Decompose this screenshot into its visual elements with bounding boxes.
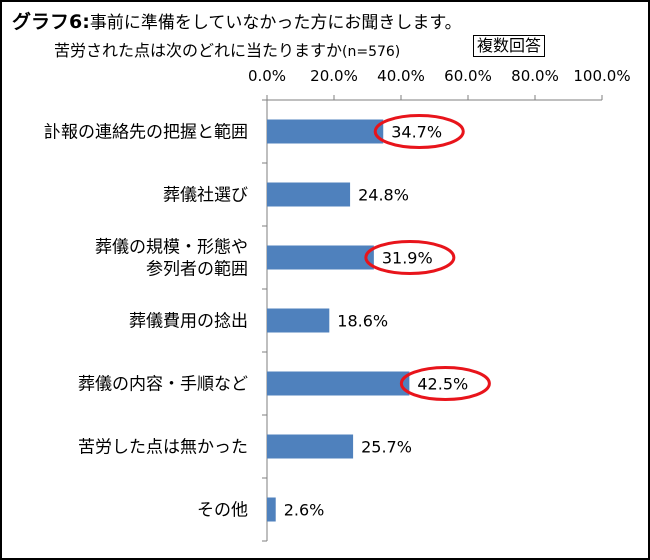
bar: [267, 245, 374, 270]
data-label: 24.8%: [358, 186, 409, 205]
bar: [267, 371, 410, 396]
data-label: 18.6%: [337, 312, 388, 331]
value-tick-label: 20.0%: [310, 67, 358, 85]
category-label: 訃報の連絡先の把握と範囲: [44, 123, 248, 143]
category-label: 葬儀の規模・形態や: [95, 238, 248, 258]
chart-subtitle: 苦労された点は次のどれに当たりますか(n=576): [54, 37, 400, 61]
sample-size-note: (n=576): [342, 44, 401, 60]
highlight-ellipse: [373, 114, 465, 149]
category-label: その他: [197, 501, 248, 521]
data-label: 34.7%: [391, 123, 442, 142]
category-label: 葬儀費用の捻出: [129, 312, 248, 332]
data-label: 2.6%: [284, 501, 325, 520]
bar: [267, 182, 351, 207]
data-label: 42.5%: [417, 375, 468, 394]
data-label: 31.9%: [382, 249, 433, 268]
bar: [267, 497, 276, 522]
category-label: 葬儀社選び: [163, 186, 248, 206]
value-tick-label: 40.0%: [377, 67, 425, 85]
category-label: 参列者の範囲: [146, 260, 248, 280]
chart-title: グラフ6:事前に準備をしていなかった方にお聞きします。: [12, 7, 462, 34]
highlight-ellipse: [364, 240, 456, 275]
chart-subtitle-text: 苦労された点は次のどれに当たりますか: [54, 41, 343, 60]
multiple-answer-badge: 複数回答: [473, 35, 546, 57]
value-tick-label: 0.0%: [248, 67, 286, 85]
category-label: 苦労した点は無かった: [78, 438, 248, 458]
highlight-ellipse: [399, 366, 491, 401]
category-label: 葬儀の内容・手順など: [78, 375, 248, 395]
value-tick-label: 60.0%: [444, 67, 492, 85]
chart-title-text: 事前に準備をしていなかった方にお聞きします。: [89, 13, 462, 33]
bar: [267, 434, 354, 459]
value-tick-label: 80.0%: [511, 67, 559, 85]
bar: [267, 119, 384, 144]
value-tick-label: 100.0%: [573, 67, 630, 85]
chart-title-prefix: グラフ6:: [12, 11, 90, 33]
bar: [267, 308, 330, 333]
data-label: 25.7%: [361, 438, 412, 457]
